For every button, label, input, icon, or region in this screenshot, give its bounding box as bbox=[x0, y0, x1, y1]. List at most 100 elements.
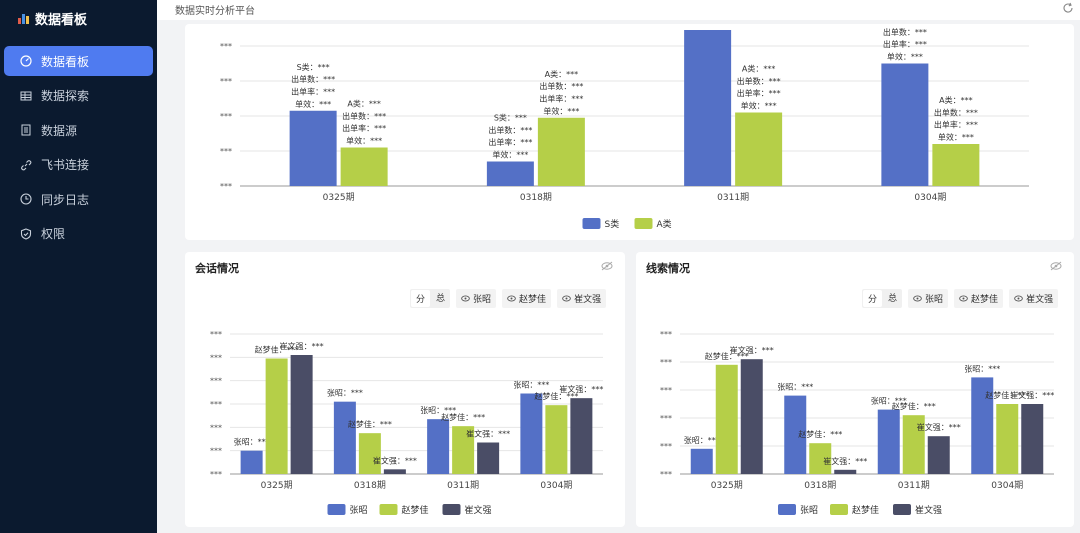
split-option[interactable]: 分 bbox=[863, 290, 883, 307]
tier-chart-panel: *** *** *** *** *** 0325期 S类：*** 出单数：*** 出单率：***… bbox=[185, 24, 1074, 240]
data-label: 出单率：*** bbox=[342, 123, 386, 133]
bar bbox=[881, 63, 929, 186]
split-total-switch[interactable]: 分 总 bbox=[862, 289, 903, 308]
data-label: 赵梦佳：*** bbox=[348, 419, 392, 429]
data-label: 出单数：*** bbox=[342, 111, 386, 121]
total-option[interactable]: 总 bbox=[436, 294, 446, 304]
sidebar-item-sync-log[interactable]: 同步日志 bbox=[4, 184, 153, 214]
toggle-zhang[interactable]: 张昭 bbox=[908, 289, 949, 308]
series-toolbar: 分 总 张昭 赵梦佳 崔文强 bbox=[410, 289, 607, 308]
toggle-zhao[interactable]: 赵梦佳 bbox=[502, 289, 552, 308]
bar bbox=[520, 393, 543, 474]
data-label: 赵梦佳：*** bbox=[534, 391, 578, 401]
bar bbox=[537, 117, 585, 186]
bar bbox=[927, 436, 950, 474]
bar bbox=[1021, 404, 1044, 474]
toggle-cui[interactable]: 崔文强 bbox=[557, 289, 607, 308]
data-label: A类：*** bbox=[742, 64, 775, 74]
dashboard-icon bbox=[20, 55, 32, 67]
session-panel: 会话情况 分 总 张昭 赵梦佳 崔文强 *** *** *** *** *** *** **… bbox=[185, 252, 625, 527]
bar bbox=[784, 395, 807, 474]
eye-off-icon[interactable] bbox=[601, 261, 613, 271]
data-label: A类：*** bbox=[939, 95, 972, 105]
refresh-icon[interactable] bbox=[1062, 2, 1074, 14]
bar bbox=[340, 147, 388, 186]
legend-label: S类 bbox=[605, 218, 620, 230]
tier-bar-chart: *** *** *** *** *** 0325期 S类：*** 出单数：*** 出单率：***… bbox=[220, 27, 1029, 230]
data-label: 单效：*** bbox=[295, 99, 331, 109]
eye-off-icon[interactable] bbox=[1050, 261, 1062, 271]
toggle-label: 赵梦佳 bbox=[519, 295, 547, 305]
sidebar-item-explore[interactable]: 数据探索 bbox=[4, 81, 153, 111]
shield-icon bbox=[20, 227, 32, 240]
data-label: 单效：*** bbox=[492, 150, 528, 160]
data-label: 崔文强：*** bbox=[730, 345, 774, 355]
data-label: 赵梦佳：*** bbox=[985, 390, 1029, 400]
data-label: 张昭：*** bbox=[327, 389, 363, 398]
data-label: 出单率：*** bbox=[291, 86, 335, 96]
y-tick-label: *** bbox=[220, 42, 232, 51]
data-label: 出单率：*** bbox=[934, 120, 978, 130]
eye-icon bbox=[461, 295, 470, 302]
data-label: 张昭：*** bbox=[420, 406, 456, 415]
toggle-label: 崔文强 bbox=[1026, 295, 1054, 305]
y-tick-label: *** bbox=[660, 386, 672, 395]
sidebar-item-label: 数据探索 bbox=[41, 89, 90, 103]
data-label: 崔文强：*** bbox=[823, 456, 867, 466]
y-tick-label: *** bbox=[660, 358, 672, 367]
bar bbox=[333, 401, 356, 474]
bar bbox=[290, 355, 313, 474]
bar bbox=[902, 415, 925, 474]
bar bbox=[877, 409, 900, 474]
y-tick-label: *** bbox=[210, 470, 222, 479]
bar bbox=[358, 433, 381, 474]
x-tick-label: 0304期 bbox=[540, 480, 572, 491]
bar bbox=[684, 30, 732, 186]
legend-swatch bbox=[893, 504, 911, 515]
data-label: 出单率：*** bbox=[883, 39, 927, 49]
toggle-zhao[interactable]: 赵梦佳 bbox=[954, 289, 1004, 308]
y-tick-label: *** bbox=[220, 112, 232, 121]
toggle-label: 赵梦佳 bbox=[971, 295, 999, 305]
bar bbox=[289, 110, 337, 186]
sidebar-item-datasource[interactable]: 数据源 bbox=[4, 115, 153, 145]
toggle-label: 张昭 bbox=[925, 295, 944, 305]
sidebar-item-feishu[interactable]: 飞书连接 bbox=[4, 150, 153, 180]
data-label: 单效：*** bbox=[887, 52, 923, 62]
bar bbox=[834, 469, 857, 474]
x-tick-label: 0311期 bbox=[717, 192, 749, 203]
y-tick-label: *** bbox=[210, 447, 222, 456]
bar bbox=[971, 377, 994, 474]
y-tick-label: *** bbox=[210, 353, 222, 362]
total-option[interactable]: 总 bbox=[888, 294, 898, 304]
toggle-label: 张昭 bbox=[473, 295, 492, 305]
brand[interactable]: 数据看板 bbox=[0, 0, 157, 36]
sidebar-item-permission[interactable]: 权限 bbox=[4, 219, 153, 249]
y-tick-label: *** bbox=[210, 377, 222, 386]
bar-chart-logo-icon bbox=[18, 12, 30, 24]
clock-icon bbox=[20, 193, 32, 205]
y-tick-label: *** bbox=[660, 414, 672, 423]
brand-title: 数据看板 bbox=[35, 12, 88, 28]
toggle-zhang[interactable]: 张昭 bbox=[456, 289, 497, 308]
bar bbox=[715, 364, 738, 474]
sidebar-item-dashboard[interactable]: 数据看板 bbox=[4, 46, 153, 76]
bar bbox=[809, 443, 832, 474]
panel-title: 线索情况 bbox=[646, 262, 690, 275]
split-option[interactable]: 分 bbox=[411, 290, 431, 307]
series-toolbar: 分 总 张昭 赵梦佳 崔文强 bbox=[862, 289, 1059, 308]
sidebar: 数据看板 数据看板 数据探索 数据源 飞书连接 同步日志 权限 bbox=[0, 0, 157, 533]
split-total-switch[interactable]: 分 总 bbox=[410, 289, 451, 308]
data-label: S类：*** bbox=[494, 113, 527, 123]
legend-label: 赵梦佳 bbox=[402, 504, 429, 516]
y-tick-label: *** bbox=[220, 182, 232, 191]
data-label: 出单率：*** bbox=[488, 137, 532, 147]
data-label: 崔文强：*** bbox=[1010, 390, 1054, 400]
sidebar-item-label: 权限 bbox=[41, 227, 66, 241]
y-tick-label: *** bbox=[660, 442, 672, 451]
y-tick-label: *** bbox=[660, 330, 672, 339]
data-label: 出单数：*** bbox=[291, 74, 335, 84]
toggle-label: 崔文强 bbox=[574, 295, 602, 305]
data-label: 赵梦佳：*** bbox=[798, 429, 842, 439]
toggle-cui[interactable]: 崔文强 bbox=[1009, 289, 1059, 308]
